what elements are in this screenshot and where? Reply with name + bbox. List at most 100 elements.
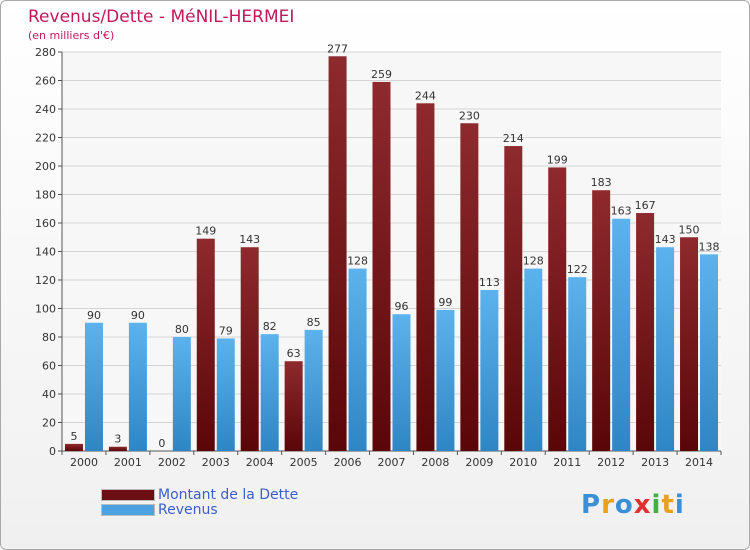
y-tick-label: 260 [35, 75, 56, 88]
x-tick-label: 2012 [597, 456, 625, 469]
data-label: 79 [219, 324, 233, 337]
logo-letter: r [601, 490, 615, 520]
data-label: 63 [287, 347, 301, 360]
bar-revenue [172, 337, 191, 451]
data-label: 149 [195, 225, 216, 238]
data-label: 244 [415, 89, 436, 102]
y-tick-label: 120 [35, 274, 56, 287]
bar-revenue [216, 338, 235, 451]
bar-revenue [656, 247, 675, 451]
bar-debt [196, 238, 215, 451]
bar-revenue [128, 322, 147, 451]
x-tick-label: 2013 [641, 456, 669, 469]
data-label: 96 [395, 300, 409, 313]
logo-letter: t [661, 490, 675, 520]
bar-debt [636, 213, 655, 451]
data-label: 138 [699, 240, 720, 253]
bar-debt [548, 167, 567, 452]
bar-revenue [612, 218, 631, 451]
y-tick-label: 280 [35, 46, 56, 59]
data-label: 99 [438, 296, 452, 309]
y-tick-label: 240 [35, 103, 56, 116]
y-tick-label: 140 [35, 246, 56, 259]
legend-item-revenue: Revenus [101, 502, 218, 518]
logo-letter: P [581, 490, 602, 520]
data-label: 183 [591, 176, 612, 189]
x-tick-label: 2003 [202, 456, 230, 469]
x-tick-label: 2009 [465, 456, 493, 469]
data-label: 128 [523, 255, 544, 268]
legend-item-debt: Montant de la Dette [101, 487, 298, 503]
bar-debt [680, 237, 699, 451]
x-tick-label: 2005 [290, 456, 318, 469]
data-label: 0 [158, 437, 165, 450]
bar-revenue [392, 314, 411, 451]
y-tick-label: 0 [49, 445, 56, 458]
y-tick-label: 60 [42, 360, 56, 373]
data-label: 167 [635, 199, 656, 212]
bar-debt [284, 361, 303, 451]
proxiti-logo: Proxiti [581, 490, 685, 520]
x-tick-label: 2008 [421, 456, 449, 469]
bar-revenue [84, 322, 103, 451]
y-tick-label: 20 [42, 417, 56, 430]
data-label: 277 [327, 42, 348, 55]
legend-swatch-revenue [101, 504, 155, 516]
data-label: 150 [679, 223, 700, 236]
data-label: 122 [567, 263, 588, 276]
data-label: 82 [263, 320, 277, 333]
y-tick-label: 220 [35, 132, 56, 145]
x-tick-label: 2002 [158, 456, 186, 469]
bar-debt [592, 190, 611, 451]
bar-revenue [436, 309, 455, 451]
data-label: 128 [347, 255, 368, 268]
logo-letter: x [633, 490, 652, 520]
y-tick-label: 200 [35, 160, 56, 173]
bar-revenue [348, 268, 367, 451]
legend-swatch-debt [101, 489, 155, 501]
legend-label-debt: Montant de la Dette [158, 487, 299, 503]
bar-debt [372, 81, 391, 452]
legend-label-revenue: Revenus [158, 502, 218, 518]
data-label: 259 [371, 68, 392, 81]
bar-debt [460, 123, 479, 451]
data-label: 80 [175, 323, 189, 336]
data-label: 5 [70, 430, 77, 443]
x-tick-label: 2001 [114, 456, 142, 469]
data-label: 143 [655, 233, 676, 246]
data-label: 85 [307, 316, 321, 329]
bar-debt [64, 443, 83, 451]
bar-revenue [304, 329, 323, 451]
bar-revenue [480, 289, 499, 451]
x-tick-label: 2006 [334, 456, 362, 469]
chart-subtitle: (en milliers d'€) [28, 29, 115, 42]
x-tick-label: 2007 [378, 456, 406, 469]
x-tick-label: 2011 [553, 456, 581, 469]
data-label: 214 [503, 132, 524, 145]
data-label: 3 [114, 433, 121, 446]
y-tick-label: 80 [42, 331, 56, 344]
data-label: 90 [87, 309, 101, 322]
bar-revenue [260, 334, 279, 451]
x-tick-label: 2004 [246, 456, 274, 469]
data-label: 163 [611, 205, 632, 218]
logo-letter: i [651, 490, 662, 520]
y-tick-label: 160 [35, 217, 56, 230]
bar-debt [240, 247, 259, 451]
data-label: 199 [547, 153, 568, 166]
bar-revenue [700, 254, 719, 451]
x-tick-label: 2014 [685, 456, 713, 469]
bar-debt [504, 146, 523, 452]
y-tick-label: 100 [35, 303, 56, 316]
bar-debt [416, 103, 435, 452]
logo-letter: i [674, 490, 685, 520]
bar-revenue [524, 268, 543, 451]
x-tick-label: 2010 [509, 456, 537, 469]
bar-revenue [568, 277, 587, 451]
data-label: 230 [459, 109, 480, 122]
y-tick-label: 180 [35, 189, 56, 202]
y-tick-label: 40 [42, 388, 56, 401]
logo-letter: o [614, 490, 634, 520]
